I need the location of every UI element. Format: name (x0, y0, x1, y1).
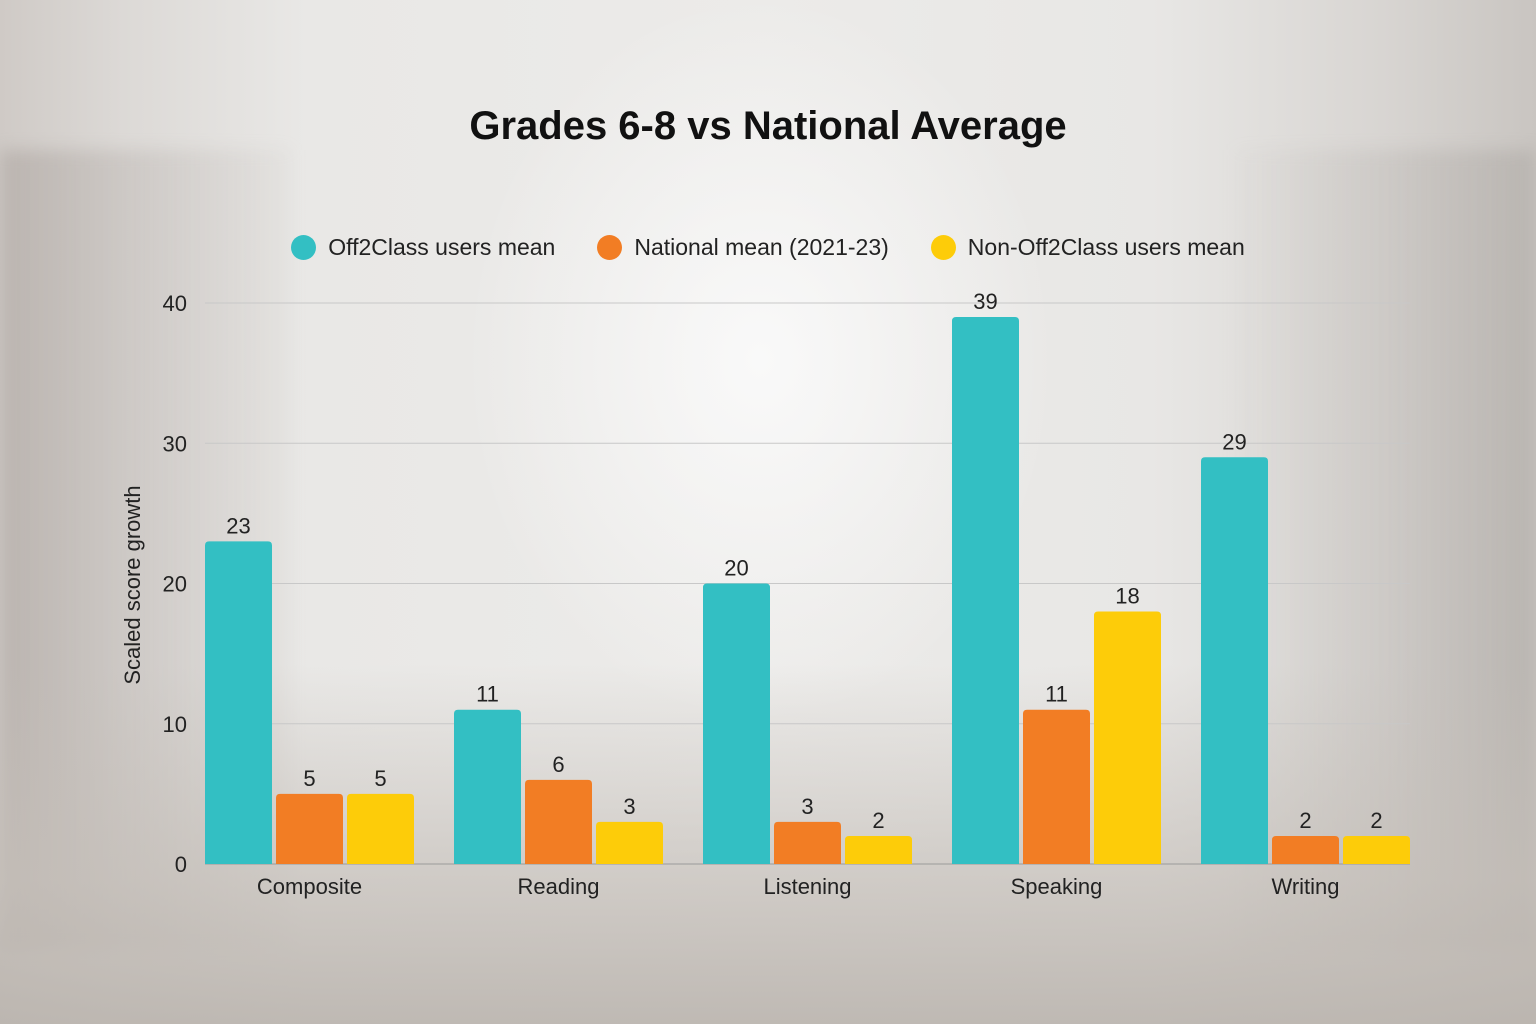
legend-swatch (291, 235, 317, 260)
data-label: 3 (801, 794, 813, 819)
data-label: 6 (552, 752, 564, 777)
data-label: 20 (724, 556, 748, 581)
x-tick-label: Composite (257, 874, 362, 899)
bar-composite-0 (205, 541, 272, 864)
data-label: 39 (973, 289, 997, 314)
legend-swatch (597, 235, 623, 260)
data-label: 18 (1115, 584, 1139, 609)
chart-title: Grades 6-8 vs National Average (469, 104, 1067, 148)
legend: Off2Class users mean National mean (2021… (0, 234, 1536, 261)
y-tick-label: 40 (163, 291, 187, 316)
bar-writing-1 (1272, 835, 1339, 864)
data-label: 5 (303, 766, 315, 791)
bar-composite-1 (276, 793, 343, 864)
bar-listening-1 (774, 821, 841, 864)
legend-item-off2class: Off2Class users mean (291, 234, 555, 261)
y-tick-label: 20 (163, 572, 187, 597)
x-tick-label: Reading (518, 874, 600, 899)
data-label: 5 (374, 766, 386, 791)
legend-swatch (930, 235, 956, 260)
y-tick-label: 10 (163, 712, 187, 737)
bar-reading-1 (525, 779, 592, 864)
bar-composite-2 (347, 793, 414, 864)
legend-label: National mean (2021-23) (634, 234, 889, 260)
x-tick-label: Listening (763, 874, 851, 899)
legend-label: Off2Class users mean (328, 234, 556, 260)
legend-label: Non-Off2Class users mean (967, 234, 1245, 260)
bar-speaking-1 (1023, 709, 1090, 864)
bar-writing-0 (1201, 457, 1268, 864)
legend-item-non-off2class: Non-Off2Class users mean (930, 234, 1245, 261)
x-tick-label: Speaking (1011, 874, 1103, 899)
data-label: 2 (872, 808, 884, 833)
data-label: 29 (1222, 429, 1246, 454)
bar-reading-2 (596, 821, 663, 864)
data-label: 2 (1370, 808, 1382, 833)
x-tick-label: Writing (1271, 874, 1339, 899)
data-label: 11 (476, 682, 499, 707)
data-label: 2 (1299, 808, 1311, 833)
y-tick-label: 0 (175, 852, 187, 877)
bar-listening-0 (703, 583, 770, 864)
data-label: 11 (1045, 682, 1068, 707)
legend-item-national: National mean (2021-23) (597, 234, 889, 261)
bar-reading-0 (454, 709, 521, 864)
y-tick-label: 30 (163, 431, 187, 456)
bar-speaking-2 (1094, 611, 1161, 864)
data-label: 3 (623, 794, 635, 819)
bar-writing-2 (1343, 835, 1410, 864)
bar-speaking-0 (952, 317, 1019, 864)
bar-listening-2 (845, 835, 912, 864)
data-label: 23 (226, 513, 250, 538)
